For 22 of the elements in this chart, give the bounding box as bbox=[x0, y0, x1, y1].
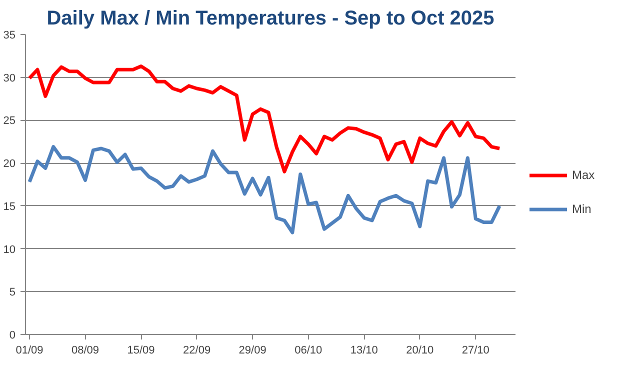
y-tick-label: 0 bbox=[9, 330, 16, 342]
y-tick-label: 10 bbox=[3, 244, 16, 256]
y-tick-label: 5 bbox=[9, 286, 16, 299]
x-tick-label: 15/09 bbox=[127, 344, 155, 356]
line-series bbox=[28, 64, 502, 174]
x-tick-label: 29/09 bbox=[238, 344, 266, 356]
y-tick-label: 20 bbox=[3, 158, 16, 170]
chart-title: Daily Max / Min Temperatures - Sep to Oct 2025 bbox=[46, 8, 494, 30]
x-tick-label: 06/10 bbox=[294, 344, 322, 356]
legend-label: Max bbox=[572, 168, 595, 182]
x-tick-label: 13/10 bbox=[350, 344, 378, 356]
x-tick-label: 20/10 bbox=[406, 344, 434, 356]
y-tick-label: 30 bbox=[3, 72, 16, 84]
x-tick-label: 08/09 bbox=[71, 344, 100, 356]
x-tick-label: 01/09 bbox=[16, 344, 44, 356]
legend-label: Min bbox=[572, 202, 592, 216]
x-tick-label: 22/09 bbox=[183, 344, 211, 356]
line-series bbox=[28, 145, 502, 234]
y-tick-label: 15 bbox=[3, 200, 16, 213]
y-tick-label: 25 bbox=[3, 115, 16, 128]
x-tick-label: 27/10 bbox=[462, 344, 490, 356]
y-tick-label: 35 bbox=[3, 30, 16, 42]
